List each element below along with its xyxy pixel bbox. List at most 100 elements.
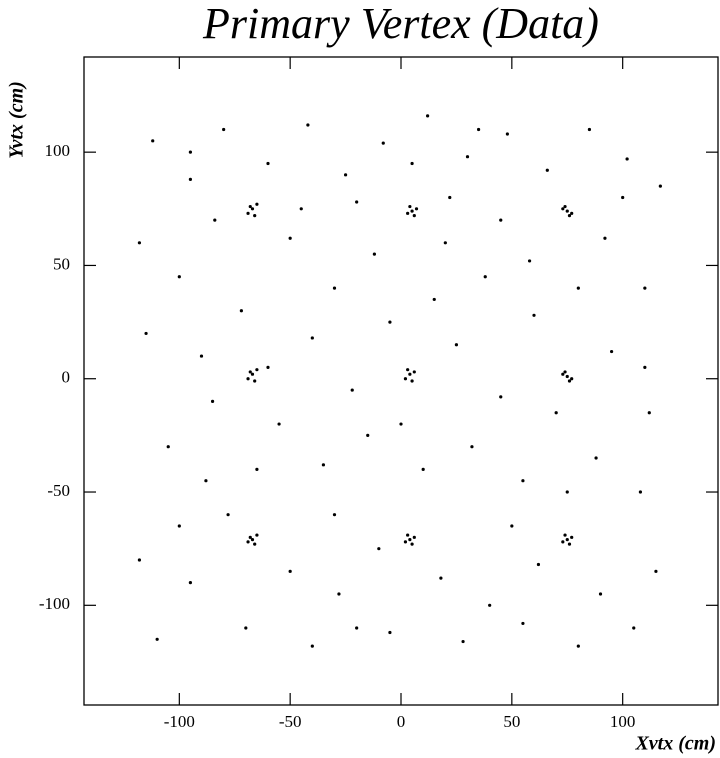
- y-tick-label: 0: [62, 368, 71, 387]
- point: [483, 275, 487, 279]
- y-tick-label: 50: [53, 254, 70, 273]
- point: [561, 540, 565, 544]
- point: [403, 540, 408, 544]
- point: [448, 195, 452, 200]
- point: [643, 365, 647, 370]
- point: [332, 286, 337, 290]
- point: [565, 374, 569, 379]
- point: [253, 542, 257, 546]
- point: [470, 445, 474, 449]
- point: [576, 286, 580, 290]
- point: [408, 204, 412, 209]
- point: [654, 569, 658, 573]
- point: [253, 214, 257, 218]
- x-tick-label: 0: [397, 712, 406, 731]
- plot-frame: [83, 56, 719, 706]
- point: [412, 370, 416, 374]
- point: [563, 204, 567, 209]
- point: [488, 603, 492, 607]
- point: [505, 132, 510, 136]
- x-axis-label: Xvtx (cm): [634, 733, 716, 755]
- point: [545, 168, 549, 172]
- point: [561, 372, 565, 376]
- point: [594, 456, 598, 460]
- point: [499, 395, 503, 399]
- point: [332, 513, 337, 517]
- point: [381, 141, 385, 145]
- point: [510, 524, 514, 528]
- point: [188, 581, 193, 585]
- point: [565, 490, 569, 494]
- point: [277, 422, 281, 426]
- point: [266, 161, 270, 166]
- point: [255, 202, 259, 206]
- point: [250, 207, 255, 211]
- point: [388, 320, 392, 324]
- point: [199, 354, 204, 358]
- point: [414, 207, 419, 211]
- point: [377, 547, 381, 551]
- point: [408, 538, 412, 542]
- point: [250, 372, 255, 376]
- point: [213, 218, 217, 222]
- point: [408, 372, 412, 376]
- point: [288, 569, 292, 573]
- point: [155, 637, 159, 641]
- point: [246, 377, 250, 381]
- y-tick-label: -100: [39, 594, 70, 613]
- point: [343, 173, 348, 177]
- point: [321, 463, 326, 467]
- point: [521, 621, 525, 626]
- point: [366, 433, 370, 437]
- point: [255, 467, 259, 471]
- x-tick-label: -100: [164, 712, 195, 731]
- point: [621, 195, 625, 200]
- point: [177, 275, 181, 279]
- point: [306, 123, 310, 127]
- point: [204, 479, 208, 483]
- x-tick-label: 100: [610, 712, 636, 731]
- point: [188, 150, 193, 154]
- point: [410, 379, 414, 383]
- point: [137, 241, 142, 245]
- point: [632, 626, 636, 630]
- point: [536, 562, 541, 567]
- point: [310, 644, 314, 648]
- point: [432, 297, 436, 302]
- point: [603, 236, 607, 240]
- point: [310, 336, 314, 340]
- point: [412, 535, 416, 539]
- point: [337, 592, 341, 596]
- point: [658, 184, 662, 188]
- point: [246, 211, 250, 215]
- point: [188, 177, 193, 181]
- point: [554, 411, 558, 415]
- point: [250, 538, 255, 542]
- point: [465, 155, 470, 159]
- point: [406, 211, 410, 215]
- point: [355, 200, 359, 204]
- point: [406, 368, 410, 372]
- point: [587, 127, 592, 132]
- point: [563, 370, 567, 374]
- point: [248, 204, 252, 209]
- point: [248, 370, 252, 374]
- point: [239, 309, 243, 313]
- point: [244, 626, 248, 630]
- point: [151, 139, 155, 143]
- point: [443, 241, 447, 245]
- point: [299, 207, 303, 211]
- point: [248, 535, 252, 539]
- y-axis-label: Yvtx (cm): [6, 81, 28, 159]
- point: [598, 592, 603, 596]
- point: [412, 214, 416, 218]
- point: [570, 377, 574, 381]
- point: [288, 236, 292, 240]
- point: [355, 626, 359, 630]
- point: [625, 157, 629, 161]
- x-tick-label: 50: [503, 712, 520, 731]
- point: [565, 538, 569, 542]
- point: [567, 379, 572, 383]
- point: [166, 445, 170, 449]
